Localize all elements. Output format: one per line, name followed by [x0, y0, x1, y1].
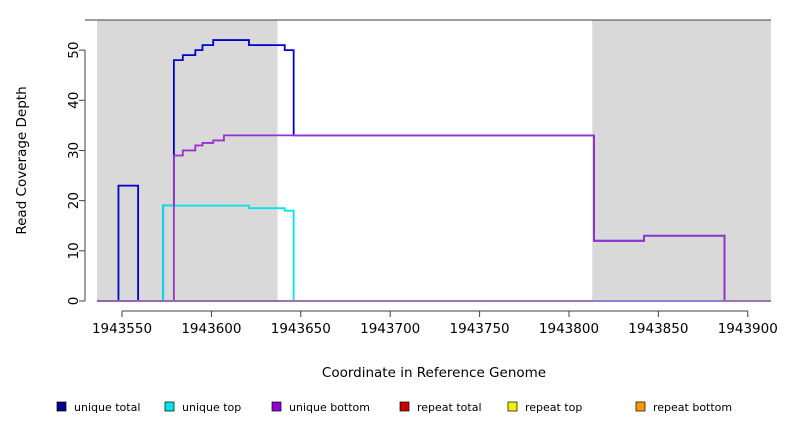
y-tick-label: 30 — [66, 142, 82, 159]
legend-swatch-unique-total — [56, 401, 67, 412]
legend-label-repeat-top: repeat top — [525, 401, 582, 414]
legend-label-unique-bottom: unique bottom — [289, 401, 370, 414]
left-repeat-region — [97, 20, 278, 301]
x-tick-label: 1943800 — [539, 321, 599, 337]
y-tick-label: 10 — [66, 242, 82, 259]
legend-swatch-repeat-total — [399, 401, 410, 412]
legend-swatch-repeat-top — [507, 401, 518, 412]
legend-swatch-unique-top — [164, 401, 175, 412]
x-tick-label: 1943600 — [181, 321, 241, 337]
legend-label-repeat-total: repeat total — [417, 401, 482, 414]
y-axis-title: Read Coverage Depth — [14, 86, 30, 234]
chart-legend: unique total unique top unique bottom repea… — [56, 401, 732, 414]
y-tick-label: 20 — [66, 192, 82, 209]
series-line-unique-top — [97, 204, 771, 302]
legend-label-unique-top: unique top — [182, 401, 241, 414]
x-tick-label: 1943850 — [628, 321, 688, 337]
y-tick-label: 40 — [66, 92, 82, 109]
series-line-unique-bottom — [97, 134, 771, 302]
shaded-regions-group — [97, 20, 771, 301]
legend-swatch-repeat-bottom — [635, 401, 646, 412]
legend-label-repeat-bottom: repeat bottom — [653, 401, 732, 414]
x-axis: 1943550 1943600 1943650 1943700 1943750 19438… — [92, 310, 778, 337]
y-axis: 0 10 20 30 40 50 — [66, 42, 86, 306]
x-axis-title: Coordinate in Reference Genome — [322, 365, 546, 381]
x-tick-label: 1943650 — [271, 321, 331, 337]
legend-swatch-unique-bottom — [271, 401, 282, 412]
y-tick-label: 50 — [66, 42, 82, 59]
x-tick-label: 1943900 — [718, 321, 778, 337]
y-tick-label: 0 — [66, 297, 82, 306]
right-repeat-region — [592, 20, 771, 301]
x-tick-label: 1943550 — [92, 321, 152, 337]
x-tick-label: 1943750 — [450, 321, 510, 337]
legend-label-unique-total: unique total — [74, 401, 140, 414]
x-tick-label: 1943700 — [360, 321, 420, 337]
